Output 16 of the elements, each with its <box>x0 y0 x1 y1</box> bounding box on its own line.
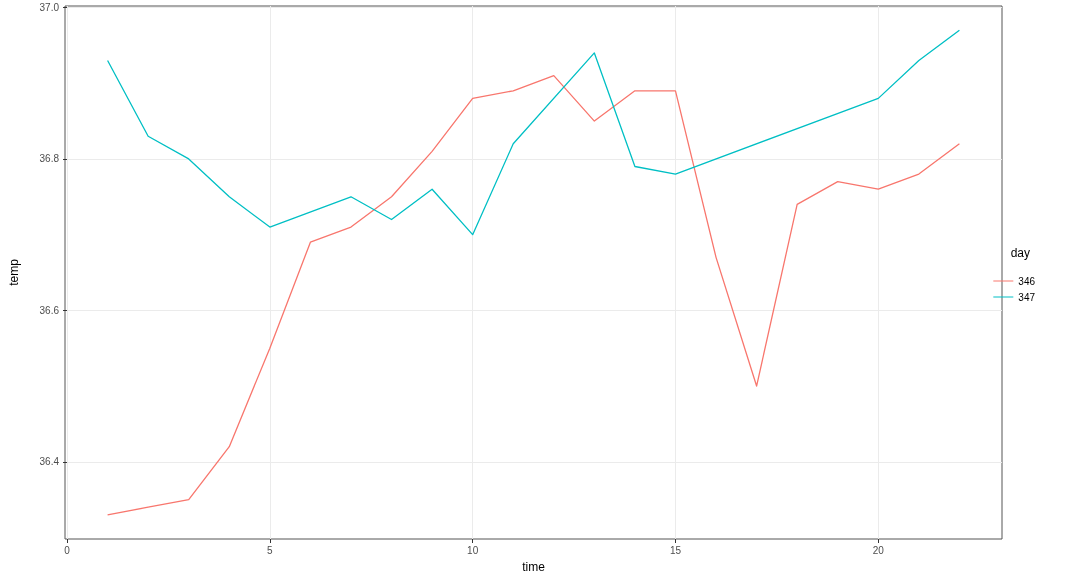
x-tick-label: 10 <box>467 544 479 556</box>
line-series <box>106 75 961 516</box>
x-tick-label: 15 <box>669 544 682 556</box>
y-tick-label: 37.0 <box>39 2 60 14</box>
legend-title: day <box>1010 246 1031 260</box>
legend-label: 347 <box>1018 291 1036 303</box>
line-series <box>106 29 961 236</box>
x-tick-label: 20 <box>872 544 885 556</box>
y-tick-label: 36.8 <box>39 153 60 165</box>
y-tick-label: 36.6 <box>39 304 60 316</box>
legend-label: 346 <box>1018 275 1036 287</box>
y-axis-title: temp <box>7 258 21 286</box>
x-tick-label: 5 <box>267 544 274 556</box>
x-tick-label: 0 <box>64 544 71 556</box>
x-axis-title: time <box>522 560 546 574</box>
y-tick-label: 36.4 <box>39 456 60 468</box>
